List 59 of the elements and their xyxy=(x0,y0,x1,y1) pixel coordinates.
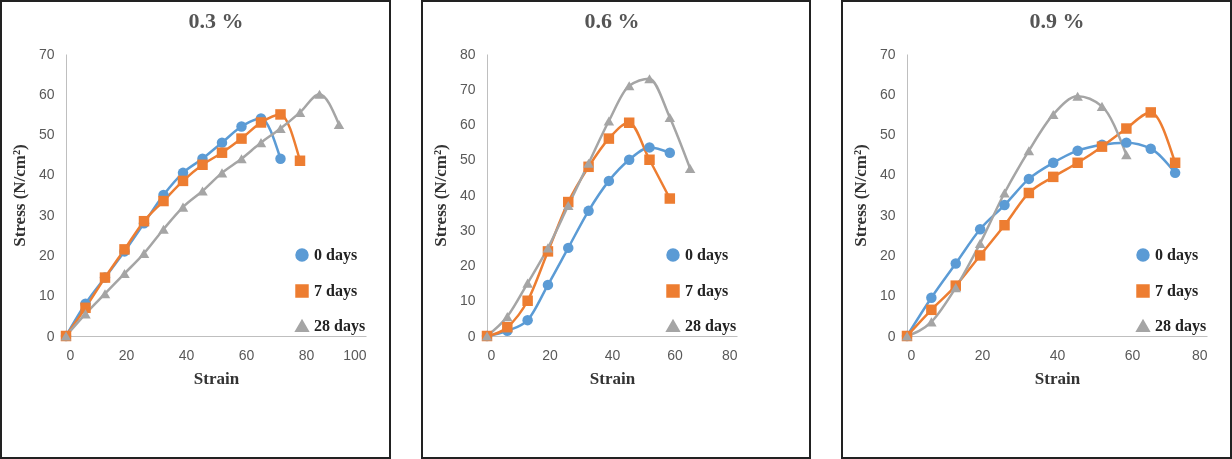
x-axis-title: Strain xyxy=(589,368,636,388)
y-tick-label: 40 xyxy=(459,186,476,203)
y-tick-label: 70 xyxy=(459,80,476,97)
x-tick-label: 0 xyxy=(907,346,916,363)
x-tick-label: 60 xyxy=(1125,346,1141,363)
legend-label: 7 days xyxy=(314,282,358,300)
x-tick-label: 60 xyxy=(666,346,683,363)
y-axis-title: Stress (N/cm²) xyxy=(851,144,871,247)
x-tick-label: 0 xyxy=(487,346,496,363)
y-axis-title: Stress (N/cm²) xyxy=(9,144,29,247)
legend-label: 0 days xyxy=(314,246,358,264)
y-tick-label: 40 xyxy=(38,166,55,183)
legend-label: 28 days xyxy=(314,317,366,335)
x-tick-label: 80 xyxy=(1192,346,1209,363)
y-tick-label: 0 xyxy=(888,327,897,344)
y-tick-label: 70 xyxy=(38,45,55,62)
y-tick-label: 60 xyxy=(459,116,476,132)
x-tick-label: 0 xyxy=(66,346,75,363)
y-tick-label: 80 xyxy=(459,45,476,62)
y-tick-label: 30 xyxy=(459,221,476,238)
y-tick-label: 40 xyxy=(880,166,897,183)
y-tick-label: 10 xyxy=(38,287,55,304)
chart-title: 0.9 % xyxy=(1029,8,1085,33)
x-tick-label: 40 xyxy=(604,346,621,363)
legend-label: 7 days xyxy=(684,282,728,300)
legend-label: 7 days xyxy=(1155,282,1199,300)
legend-label: 0 days xyxy=(1155,246,1199,264)
y-tick-label: 20 xyxy=(880,246,897,263)
x-tick-label: 40 xyxy=(1050,346,1066,363)
x-tick-label: 100 xyxy=(343,346,367,363)
y-axis-title: Stress (N/cm²) xyxy=(430,144,450,247)
legend-label: 28 days xyxy=(684,317,736,335)
x-tick-label: 80 xyxy=(298,346,315,363)
x-tick-label: 20 xyxy=(118,346,135,363)
y-tick-label: 0 xyxy=(467,327,476,344)
y-tick-label: 50 xyxy=(459,151,476,168)
x-tick-label: 20 xyxy=(975,346,991,363)
x-axis-title: Strain xyxy=(1035,368,1082,388)
y-tick-label: 60 xyxy=(880,85,897,102)
y-tick-label: 20 xyxy=(459,257,476,273)
x-tick-label: 40 xyxy=(178,346,195,363)
y-tick-label: 0 xyxy=(46,327,55,344)
y-tick-label: 10 xyxy=(880,287,897,304)
y-tick-label: 70 xyxy=(880,45,897,62)
y-tick-label: 10 xyxy=(459,292,476,309)
legend-label: 28 days xyxy=(1155,317,1207,335)
x-tick-label: 80 xyxy=(721,346,738,363)
x-axis-title: Strain xyxy=(193,368,240,388)
legend-label: 0 days xyxy=(684,246,728,264)
chart-title: 0.6 % xyxy=(584,8,640,33)
y-tick-label: 30 xyxy=(880,206,897,223)
x-tick-label: 60 xyxy=(238,346,255,363)
y-tick-label: 20 xyxy=(38,246,55,263)
y-tick-label: 60 xyxy=(38,85,55,102)
y-tick-label: 30 xyxy=(38,206,55,223)
y-tick-label: 50 xyxy=(38,126,55,143)
y-tick-label: 50 xyxy=(880,126,897,143)
x-tick-label: 20 xyxy=(541,346,558,363)
chart-title: 0.3 % xyxy=(188,8,244,33)
